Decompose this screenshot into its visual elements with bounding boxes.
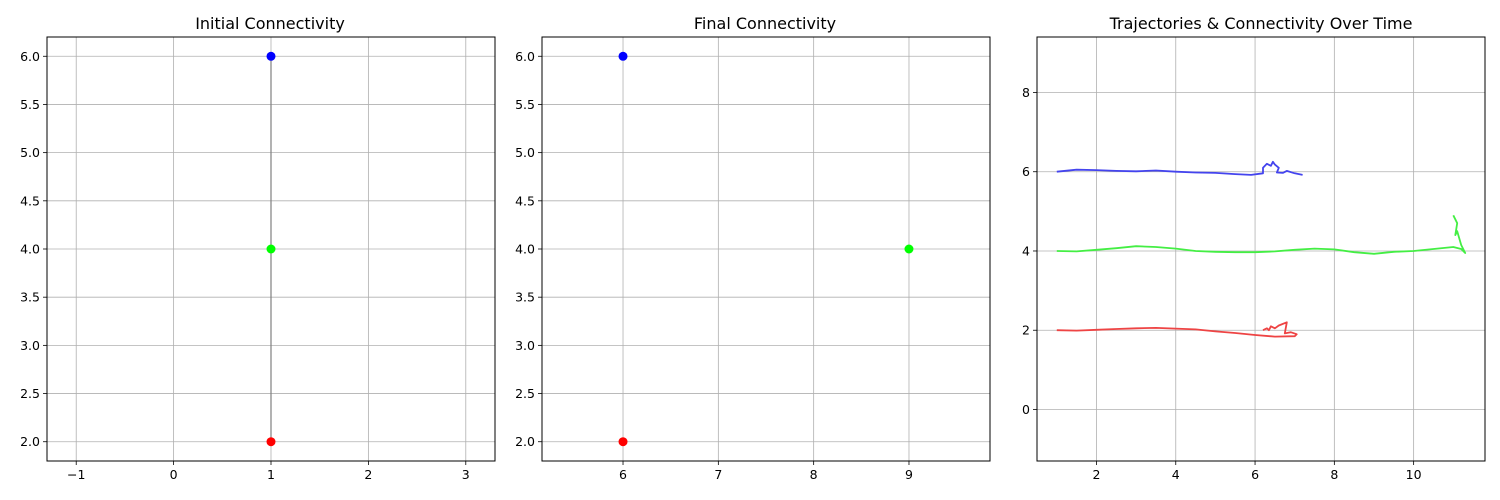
trajectory-line bbox=[1056, 160, 1303, 176]
y-tick-label: 8 bbox=[1022, 85, 1030, 100]
x-tick-label: 4 bbox=[1172, 467, 1180, 482]
x-tick-label: 3 bbox=[462, 467, 470, 482]
y-tick-label: 2 bbox=[1022, 323, 1030, 338]
y-tick-label: 4 bbox=[1022, 243, 1030, 258]
x-tick-label: −1 bbox=[67, 467, 85, 482]
agent-point bbox=[266, 244, 276, 254]
agent-point bbox=[904, 244, 914, 254]
x-tick-label: 8 bbox=[810, 467, 818, 482]
plot-area-initial: −1 0 1 2 3 2.0 2.5 3.0 3.5 4.0 4.5 5.0 5.5 6.0 bbox=[20, 36, 496, 482]
chart-title-initial: Initial Connectivity bbox=[195, 14, 345, 33]
trajectory-line bbox=[1056, 321, 1298, 338]
x-tick-label: 0 bbox=[170, 467, 178, 482]
y-tick-label: 4.5 bbox=[515, 193, 535, 208]
subplot-final-connectivity: Final Connectivity 6 7 8 9 2.0 2.5 3.0 3.5 4.0 4.… bbox=[515, 14, 991, 482]
x-tick-label: 7 bbox=[714, 467, 722, 482]
y-tick-label: 2.0 bbox=[515, 434, 535, 449]
y-tick-label: 5.5 bbox=[515, 97, 535, 112]
axes-frame bbox=[1036, 36, 1486, 462]
chart-title-final: Final Connectivity bbox=[694, 14, 836, 33]
y-tick-label: 4.0 bbox=[20, 242, 40, 257]
plot-area-trajectories: 2 4 6 8 10 0 2 4 6 8 bbox=[1022, 36, 1486, 482]
x-tick-label: 2 bbox=[1092, 467, 1100, 482]
y-tick-label: 4.5 bbox=[20, 193, 40, 208]
x-tick-label: 6 bbox=[1251, 467, 1259, 482]
y-tick-label: 2.5 bbox=[20, 386, 40, 401]
y-tick-label: 5.0 bbox=[20, 145, 40, 160]
x-tick-label: 9 bbox=[905, 467, 913, 482]
agent-point bbox=[618, 51, 628, 61]
x-tick-label: 8 bbox=[1330, 467, 1338, 482]
y-tick-label: 3.5 bbox=[515, 290, 535, 305]
y-tick-label: 2.0 bbox=[20, 434, 40, 449]
x-tick-label: 10 bbox=[1406, 467, 1422, 482]
y-tick-label: 6.0 bbox=[515, 49, 535, 64]
y-tick-label: 5.5 bbox=[20, 97, 40, 112]
x-tick-label: 1 bbox=[267, 467, 275, 482]
y-tick-label: 0 bbox=[1022, 402, 1030, 417]
y-tick-label: 6 bbox=[1022, 164, 1030, 179]
y-tick-label: 3.0 bbox=[515, 338, 535, 353]
trajectory-line bbox=[1056, 214, 1467, 255]
agent-point bbox=[266, 51, 276, 61]
agent-point bbox=[266, 437, 276, 447]
x-tick-label: 6 bbox=[619, 467, 627, 482]
agent-point bbox=[618, 437, 628, 447]
plot-area-final: 6 7 8 9 2.0 2.5 3.0 3.5 4.0 4.5 5.0 5.5 6.0 bbox=[515, 36, 991, 482]
subplot-initial-connectivity: Initial Connectivity −1 0 1 2 3 2.0 2.5 3.0 3.5 4… bbox=[20, 14, 496, 482]
chart-title-trajectories: Trajectories & Connectivity Over Time bbox=[1109, 14, 1413, 33]
y-tick-label: 4.0 bbox=[515, 242, 535, 257]
y-tick-label: 3.0 bbox=[20, 338, 40, 353]
y-tick-label: 5.0 bbox=[515, 145, 535, 160]
subplot-trajectories: Trajectories & Connectivity Over Time 2 4… bbox=[1022, 14, 1486, 482]
y-tick-label: 6.0 bbox=[20, 49, 40, 64]
x-tick-label: 2 bbox=[364, 467, 372, 482]
y-tick-label: 3.5 bbox=[20, 290, 40, 305]
y-tick-label: 2.5 bbox=[515, 386, 535, 401]
